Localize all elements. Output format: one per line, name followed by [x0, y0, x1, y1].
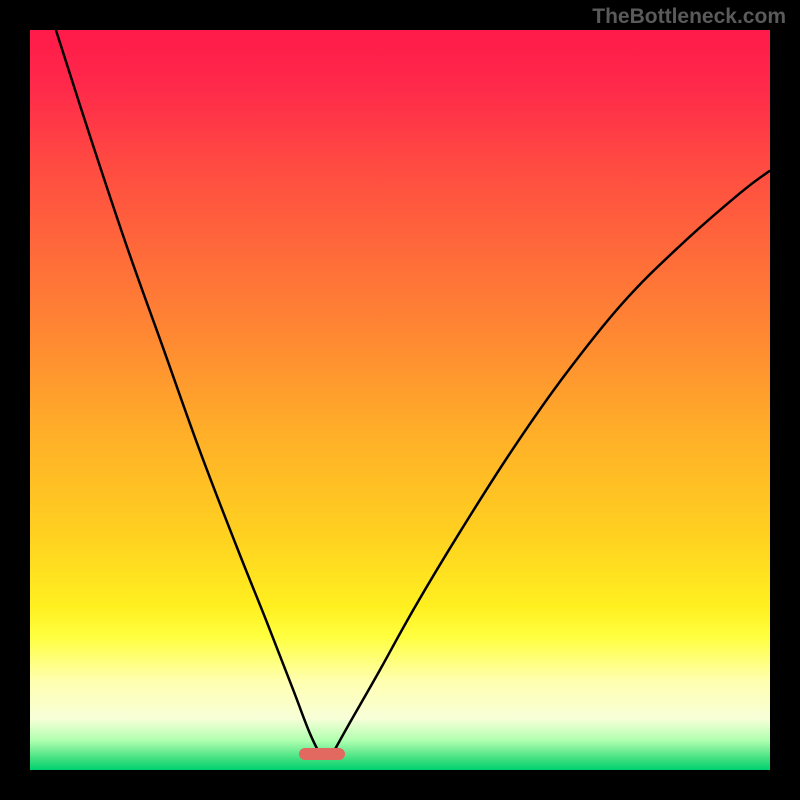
curve-svg — [30, 30, 770, 770]
watermark-text: TheBottleneck.com — [592, 5, 786, 29]
plot-area — [30, 30, 770, 770]
left-branch — [56, 30, 322, 759]
bottleneck-marker — [299, 748, 345, 760]
right-branch — [330, 171, 770, 759]
